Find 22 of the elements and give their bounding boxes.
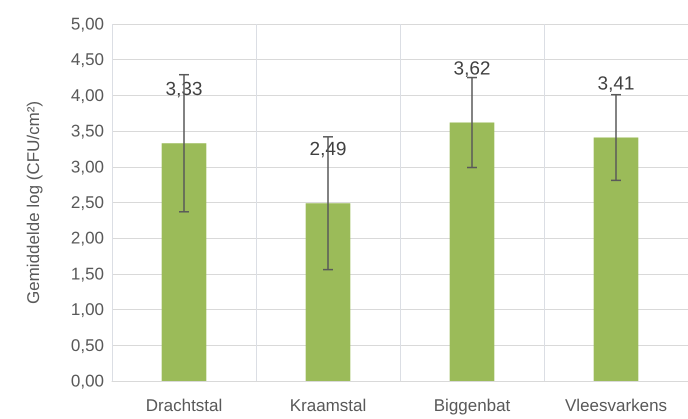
y-tick-label: 4,50 xyxy=(70,50,104,70)
y-tick-label: 2,00 xyxy=(70,228,104,248)
x-tick-label: Kraamstal xyxy=(290,396,366,415)
y-tick-label: 0,50 xyxy=(70,336,104,355)
bar xyxy=(594,138,638,381)
y-tick-label: 0,00 xyxy=(70,372,104,390)
data-label: 3,41 xyxy=(598,74,634,95)
y-tick-label: 1,00 xyxy=(70,300,104,320)
x-tick-label: Drachtstal xyxy=(146,396,222,415)
y-tick-label: 3,00 xyxy=(70,157,104,176)
y-tick-label: 4,00 xyxy=(70,86,104,105)
bar xyxy=(450,122,494,381)
x-tick-label: Biggenbat xyxy=(434,396,511,415)
x-tick-label: Vleesvarkens xyxy=(564,396,668,415)
bar xyxy=(162,143,206,381)
y-tick-label: 1,50 xyxy=(70,264,104,284)
y-tick-label: 2,50 xyxy=(70,193,104,212)
y-tick-label: 3,50 xyxy=(70,122,104,141)
y-axis-title: Gemiddelde log (CFU/cm²) xyxy=(24,100,43,304)
bar xyxy=(306,203,350,381)
y-tick-label: 5,00 xyxy=(70,14,104,34)
data-label: 3,62 xyxy=(454,58,490,80)
